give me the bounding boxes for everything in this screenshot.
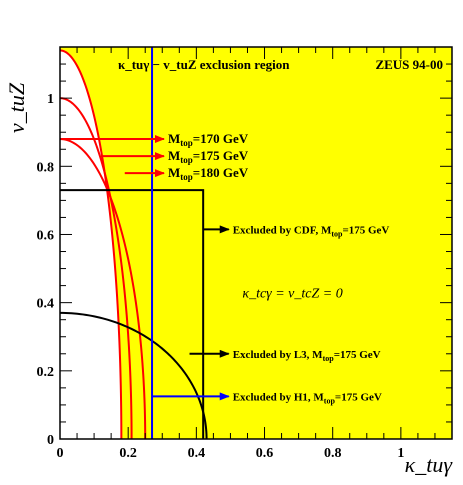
annotation-suffix: =175 GeV <box>335 391 382 403</box>
x-tick-label: 1 <box>397 446 404 461</box>
annotation-prefix: Excluded by H1, M <box>233 391 325 403</box>
annotation-prefix: M <box>168 148 180 163</box>
chart-title: κ_tuγ − v_tuZ exclusion region <box>118 57 290 72</box>
x-tick-label: 0.8 <box>324 446 342 461</box>
annotation-subscript: top <box>331 229 343 238</box>
y-tick-label: 0.2 <box>37 365 55 380</box>
x-axis-label: κ_tuγ <box>405 452 454 477</box>
y-tick-label: 1 <box>47 92 54 107</box>
x-tick-label: 0.6 <box>256 446 274 461</box>
series-4-line <box>59 311 208 440</box>
annotation-prefix: M <box>168 165 180 180</box>
annotation-label-0: Mtop=170 GeV <box>168 131 249 148</box>
annotation-label-5: Excluded by H1, Mtop=175 GeV <box>233 391 382 405</box>
curves <box>59 47 208 440</box>
x-tick-label: 0.2 <box>119 446 137 461</box>
annotation-label-1: Mtop=175 GeV <box>168 148 249 165</box>
annotation-suffix: =180 GeV <box>193 165 249 180</box>
y-tick-label: 0.8 <box>37 160 55 175</box>
annotation-subscript: top <box>324 396 336 405</box>
y-tick-label: 0.6 <box>37 228 55 243</box>
annotation-subscript: top <box>180 138 193 148</box>
allowed-region <box>60 50 122 439</box>
annotation-suffix: =170 GeV <box>193 131 249 146</box>
annotation-prefix: Excluded by L3, M <box>233 349 323 361</box>
plot-frame <box>59 46 453 440</box>
annotation-prefix: Excluded by CDF, M <box>233 224 332 236</box>
annotation-subscript: top <box>180 155 193 165</box>
annotation-subscript: top <box>323 354 335 363</box>
y-tick-label: 0.4 <box>37 297 55 312</box>
annotation-suffix: =175 GeV <box>342 224 389 236</box>
annotation-label-4: Excluded by L3, Mtop=175 GeV <box>233 349 381 363</box>
y-axis-label: v_tuZ <box>4 82 29 133</box>
annotation-label-2: Mtop=180 GeV <box>168 165 249 182</box>
annotation-label-3: Excluded by CDF, Mtop=175 GeV <box>233 224 390 238</box>
condition-formula: κ_tcγ = v_tcZ = 0 <box>242 287 342 302</box>
series-3-line <box>60 189 205 439</box>
series-2-line <box>59 138 147 440</box>
annotation-prefix: M <box>168 131 180 146</box>
annotation-suffix: =175 GeV <box>334 349 381 361</box>
experiment-label: ZEUS 94-00 <box>375 57 443 72</box>
annotation-suffix: =175 GeV <box>193 148 249 163</box>
x-tick-label: 0 <box>57 446 64 461</box>
x-tick-label: 0.4 <box>188 446 206 461</box>
y-tick-label: 0 <box>47 433 54 448</box>
annotation-subscript: top <box>180 172 193 182</box>
